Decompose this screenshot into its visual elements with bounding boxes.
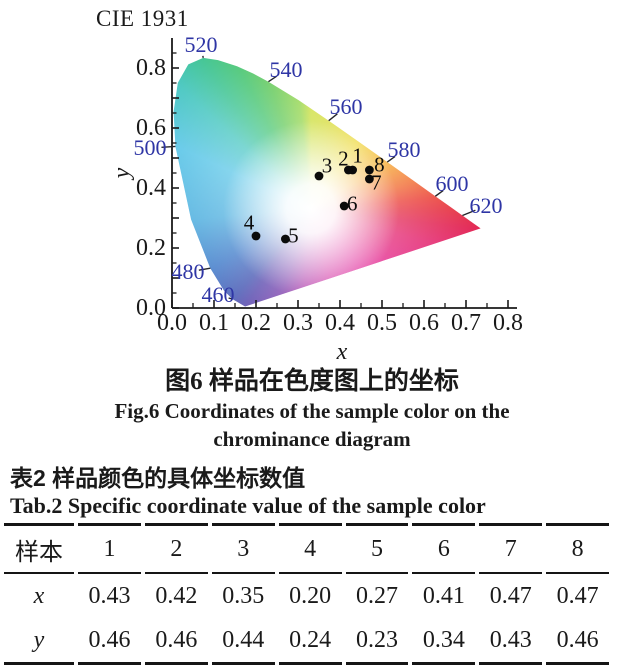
sample-point-label-1: 1 xyxy=(352,143,363,168)
x-axis-title: x xyxy=(336,339,348,365)
y-tick-label: 0.4 xyxy=(136,175,166,201)
sample-point-label-8: 8 xyxy=(374,152,385,177)
table-caption: 表2 样品颜色的具体坐标数值 Tab.2 Specific coordinate… xyxy=(10,464,616,520)
sample-point-6 xyxy=(339,201,349,211)
wavelength-label-540: 540 xyxy=(269,57,303,82)
value-cell-y-6: 0.34 xyxy=(412,618,476,665)
table-header-col-4: 4 xyxy=(278,523,342,574)
sample-point-7 xyxy=(365,174,374,184)
x-tick-label: 0.6 xyxy=(409,310,439,336)
y-tick-label: 0.2 xyxy=(136,235,166,261)
wavelength-leader-line xyxy=(434,189,444,197)
wavelength-label-460: 460 xyxy=(201,282,235,307)
table-header-col-3: 3 xyxy=(211,523,275,574)
value-cell-y-8: 0.46 xyxy=(546,618,609,665)
value-cell-y-5: 0.23 xyxy=(345,618,409,665)
x-tick-label: 0.4 xyxy=(325,310,355,336)
table-header-col-7: 7 xyxy=(479,523,543,574)
wavelength-leader-line xyxy=(386,155,396,163)
sample-point-label-6: 6 xyxy=(346,191,358,216)
value-cell-x-8: 0.47 xyxy=(556,582,599,609)
table-header-col-6: 6 xyxy=(412,523,476,574)
table-header-sample: 样本 xyxy=(4,523,74,574)
figure-caption-en-line1: Fig.6 Coordinates of the sample color on… xyxy=(114,399,510,423)
wavelength-label-520: 520 xyxy=(184,32,218,57)
x-tick-label: 0.2 xyxy=(241,310,271,336)
x-tick-label: 0.5 xyxy=(367,310,397,336)
value-cell-y-3: 0.44 xyxy=(211,618,275,665)
value-cell-x-3: 0.35 xyxy=(222,582,265,609)
sample-point-label-4: 4 xyxy=(243,210,255,235)
figure-caption-en-line2: chrominance diagram xyxy=(213,427,411,451)
sample-point-label-7: 7 xyxy=(371,170,382,195)
sample-point-label-3: 3 xyxy=(321,153,333,178)
sample-point-3 xyxy=(314,171,324,181)
y-tick-label: 0.0 xyxy=(136,295,166,321)
sample-coordinates-table: 样本 1 2 3 4 5 6 7 8 x 0.43 0.42 0.35 0.20 0.27 0.41 0.47… xyxy=(0,523,613,665)
figure-caption-zh: 图6 样品在色度图上的坐标 xyxy=(165,368,459,395)
axes-layer xyxy=(161,38,517,309)
wavelength-leader-line xyxy=(462,209,476,217)
table-header-col-5: 5 xyxy=(345,523,409,574)
value-cell-x-2: 0.42 xyxy=(155,582,198,609)
wavelength-label-480: 480 xyxy=(171,259,205,284)
y-tick-label: 0.8 xyxy=(136,55,166,81)
value-cell-x-4: 0.20 xyxy=(289,582,332,609)
value-cell-x-5: 0.27 xyxy=(355,582,398,609)
wavelength-leader-line xyxy=(228,297,233,300)
wavelength-label-580: 580 xyxy=(387,137,421,162)
table-caption-zh: 表2 样品颜色的具体坐标数值 xyxy=(10,465,306,491)
y-axis-title: y xyxy=(109,167,135,179)
x-tick-label: 0.1 xyxy=(199,310,229,336)
table-row-x: x 0.43 0.42 0.35 0.20 0.27 0.41 0.47 0.47 xyxy=(4,574,609,618)
x-tick-label: 0.7 xyxy=(451,310,481,336)
value-cell-y-7: 0.43 xyxy=(479,618,543,665)
table-caption-en: Tab.2 Specific coordinate value of the s… xyxy=(10,493,486,518)
value-cell-x-6: 0.41 xyxy=(422,582,465,609)
value-cell-x-7: 0.47 xyxy=(489,582,532,609)
figure-caption: 图6 样品在色度图上的坐标 Fig.6 Coordinates of the s… xyxy=(6,367,618,453)
x-tick-label: 0.0 xyxy=(157,310,187,336)
wavelength-leader-line xyxy=(328,113,338,122)
wavelength-leader-line xyxy=(198,267,211,271)
x-tick-label: 0.8 xyxy=(493,310,523,336)
table-row-y: y 0.46 0.46 0.44 0.24 0.23 0.34 0.43 0.46 xyxy=(4,618,609,665)
table-header-col-8: 8 xyxy=(546,523,609,574)
sample-point-5 xyxy=(281,234,290,244)
value-cell-y-4: 0.24 xyxy=(278,618,342,665)
chart-title: CIE 1931 xyxy=(96,6,189,31)
x-tick-label: 0.3 xyxy=(283,310,313,336)
sample-point-8 xyxy=(365,165,374,175)
row-label-y: y xyxy=(4,618,74,665)
cie-chromaticity-chart: CIE 1931 0.0 0.1 0.2 0.3 0.4 0.5 0.6 0.7 0.8 0.0 0… xyxy=(96,6,523,365)
wavelength-label-620: 620 xyxy=(469,193,503,218)
table-head: 样本 1 2 3 4 5 6 7 8 xyxy=(4,523,609,574)
sample-point-2 xyxy=(344,165,353,175)
table-header-col-1: 1 xyxy=(78,523,141,574)
sample-point-label-5: 5 xyxy=(288,223,299,248)
wavelength-leader-line xyxy=(161,145,176,149)
row-label-x: x xyxy=(33,582,45,609)
value-cell-y-2: 0.46 xyxy=(144,618,208,665)
y-tick-label: 0.6 xyxy=(136,115,166,141)
value-cell-y-1: 0.46 xyxy=(78,618,141,665)
wavelength-label-500: 500 xyxy=(133,135,167,160)
sample-point-label-2: 2 xyxy=(338,146,349,171)
wavelength-label-560: 560 xyxy=(329,94,363,119)
value-cell-x-1: 0.43 xyxy=(88,582,131,609)
sample-point-4 xyxy=(251,231,261,241)
table-header-col-2: 2 xyxy=(144,523,208,574)
wavelength-leader-line xyxy=(268,75,278,83)
wavelength-label-600: 600 xyxy=(435,171,469,196)
